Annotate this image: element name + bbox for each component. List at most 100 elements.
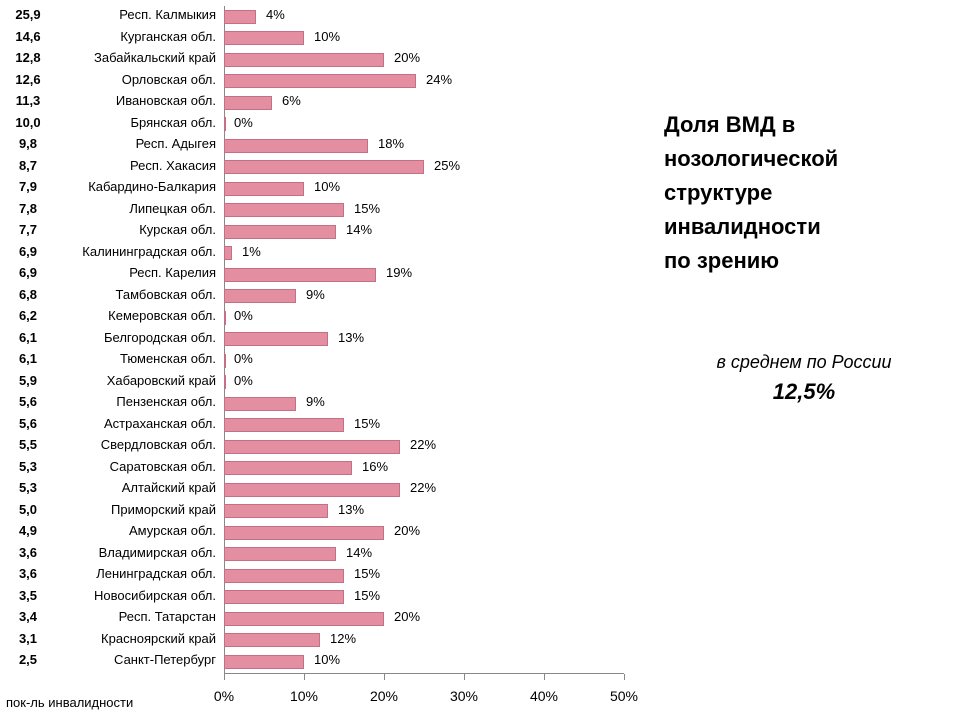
bar xyxy=(224,461,352,475)
left-value: 9,8 xyxy=(0,136,56,151)
category-label: Тюменская обл. xyxy=(60,351,216,366)
bar xyxy=(224,440,400,454)
left-value: 3,6 xyxy=(0,545,56,560)
left-value: 11,3 xyxy=(0,93,56,108)
side-subtitle: в среднем по России xyxy=(717,352,892,372)
category-label: Ивановская обл. xyxy=(60,93,216,108)
bar-value-label: 15% xyxy=(354,566,380,581)
category-label: Респ. Татарстан xyxy=(60,609,216,624)
left-value: 12,8 xyxy=(0,50,56,65)
x-tick xyxy=(304,674,305,680)
category-label: Приморский край xyxy=(60,502,216,517)
x-tick xyxy=(464,674,465,680)
category-label: Калининградская обл. xyxy=(60,244,216,259)
bar-value-label: 22% xyxy=(410,437,436,452)
x-tick xyxy=(384,674,385,680)
category-label: Алтайский край xyxy=(60,480,216,495)
left-value: 4,9 xyxy=(0,523,56,538)
side-title: Доля ВМД внозологическойструктуреинвалид… xyxy=(664,108,944,278)
bar xyxy=(224,246,232,260)
category-label: Новосибирская обл. xyxy=(60,588,216,603)
bar-value-label: 24% xyxy=(426,72,452,87)
bar xyxy=(224,504,328,518)
side-title-line: Доля ВМД в xyxy=(664,108,944,142)
bar xyxy=(224,268,376,282)
plot-area: 4%10%20%24%6%0%18%25%10%15%14%1%19%9%0%1… xyxy=(224,6,624,674)
category-label: Красноярский край xyxy=(60,631,216,646)
bar-value-label: 13% xyxy=(338,502,364,517)
category-label: Забайкальский край xyxy=(60,50,216,65)
bar-value-label: 6% xyxy=(282,93,301,108)
chart-container: 25,914,612,812,611,310,09,88,77,97,87,76… xyxy=(0,0,960,720)
bar-value-label: 25% xyxy=(434,158,460,173)
side-title-line: инвалидности xyxy=(664,210,944,244)
bar-value-label: 18% xyxy=(378,136,404,151)
bar-value-label: 10% xyxy=(314,179,340,194)
bar-value-label: 9% xyxy=(306,394,325,409)
left-value: 8,7 xyxy=(0,158,56,173)
x-tick-label: 40% xyxy=(519,688,569,704)
bar xyxy=(224,655,304,669)
category-label: Владимирская обл. xyxy=(60,545,216,560)
category-label: Липецкая обл. xyxy=(60,201,216,216)
side-title-line: по зрению xyxy=(664,244,944,278)
left-value: 6,1 xyxy=(0,351,56,366)
bar xyxy=(224,203,344,217)
bar xyxy=(224,633,320,647)
bar-value-label: 20% xyxy=(394,50,420,65)
category-label: Саратовская обл. xyxy=(60,459,216,474)
left-value: 5,0 xyxy=(0,502,56,517)
bar xyxy=(224,397,296,411)
bar xyxy=(224,289,296,303)
category-label: Респ. Карелия xyxy=(60,265,216,280)
bar xyxy=(224,354,226,368)
left-value: 14,6 xyxy=(0,29,56,44)
left-value: 3,1 xyxy=(0,631,56,646)
category-label: Брянская обл. xyxy=(60,115,216,130)
bar xyxy=(224,182,304,196)
left-value: 6,8 xyxy=(0,287,56,302)
bar-value-label: 0% xyxy=(234,308,253,323)
category-label: Астраханская обл. xyxy=(60,416,216,431)
left-value: 5,3 xyxy=(0,480,56,495)
bar-value-label: 13% xyxy=(338,330,364,345)
bar xyxy=(224,590,344,604)
bar xyxy=(224,418,344,432)
category-label: Амурская обл. xyxy=(60,523,216,538)
footer-note: пок-ль инвалидности xyxy=(6,695,133,710)
left-value: 7,8 xyxy=(0,201,56,216)
bar xyxy=(224,74,416,88)
bar xyxy=(224,311,226,325)
category-label: Белгородская обл. xyxy=(60,330,216,345)
bar xyxy=(224,160,424,174)
bar-value-label: 14% xyxy=(346,545,372,560)
x-tick xyxy=(624,674,625,680)
left-value: 6,1 xyxy=(0,330,56,345)
x-tick xyxy=(544,674,545,680)
bar xyxy=(224,332,328,346)
bar-value-label: 10% xyxy=(314,29,340,44)
left-value: 5,6 xyxy=(0,394,56,409)
bar-value-label: 20% xyxy=(394,523,420,538)
x-tick-label: 30% xyxy=(439,688,489,704)
bar xyxy=(224,139,368,153)
bar-value-label: 15% xyxy=(354,201,380,216)
bar xyxy=(224,483,400,497)
bar xyxy=(224,31,304,45)
category-label: Пензенская обл. xyxy=(60,394,216,409)
bar-value-label: 1% xyxy=(242,244,261,259)
bar-value-label: 22% xyxy=(410,480,436,495)
category-label: Хабаровский край xyxy=(60,373,216,388)
bar xyxy=(224,569,344,583)
category-label: Кемеровская обл. xyxy=(60,308,216,323)
x-tick-label: 50% xyxy=(599,688,649,704)
side-title-line: нозологической xyxy=(664,142,944,176)
bar-value-label: 9% xyxy=(306,287,325,302)
bar-value-label: 15% xyxy=(354,588,380,603)
category-label: Респ. Хакасия xyxy=(60,158,216,173)
left-value: 6,2 xyxy=(0,308,56,323)
side-title-line: структуре xyxy=(664,176,944,210)
x-tick-label: 0% xyxy=(199,688,249,704)
bar-value-label: 4% xyxy=(266,7,285,22)
category-label: Орловская обл. xyxy=(60,72,216,87)
